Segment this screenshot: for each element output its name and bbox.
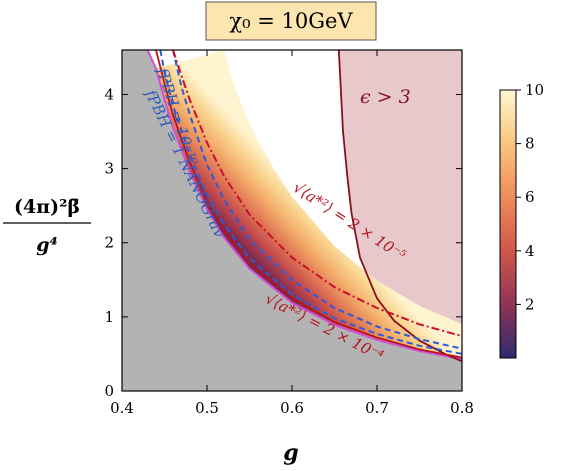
x-tick-label: 0.7 bbox=[365, 399, 389, 417]
x-tick-label: 0.5 bbox=[195, 399, 219, 417]
title-box bbox=[205, 1, 377, 41]
colored-band bbox=[156, 50, 462, 360]
epsilon-region bbox=[338, 50, 462, 362]
y-axis-label-numerator: (4π)²β̄ bbox=[14, 196, 80, 218]
plot-area bbox=[122, 50, 462, 391]
y-tick-label: 0 bbox=[104, 382, 114, 400]
colorbar-scale bbox=[499, 89, 517, 359]
x-tick-label: 0.6 bbox=[280, 399, 304, 417]
colorbar-ticks: 2 4 6 8 10 bbox=[516, 81, 544, 313]
colorbar: 2 4 6 8 10 bbox=[499, 81, 544, 359]
colorbar-tick-label: 6 bbox=[525, 188, 535, 206]
series-line-2 bbox=[172, 50, 462, 338]
colorbar-tick-label: 4 bbox=[525, 242, 535, 260]
series-line-0 bbox=[172, 50, 462, 350]
x-tick-label: 0.4 bbox=[110, 399, 134, 417]
colorbar-tick-label: 10 bbox=[525, 81, 544, 99]
x-tick-label: 0.8 bbox=[450, 399, 474, 417]
title-text: χ₀ = 10GeV bbox=[229, 9, 353, 33]
x-axis-ticks: 0.4 0.5 0.6 0.7 0.8 bbox=[110, 50, 474, 417]
series-layer bbox=[155, 50, 462, 359]
x-axis-label: g bbox=[283, 440, 298, 466]
series-line-1 bbox=[159, 50, 462, 355]
y-axis-ticks: 0 1 2 3 4 bbox=[104, 85, 462, 400]
chart-title: χ₀ = 10GeV bbox=[205, 1, 377, 41]
y-axis-label-denominator: g⁴ bbox=[36, 234, 58, 256]
excluded-region-edge bbox=[146, 50, 462, 361]
colorbar-tick-label: 8 bbox=[525, 135, 535, 153]
y-tick-label: 1 bbox=[104, 308, 114, 326]
series-line-3 bbox=[155, 50, 462, 359]
y-axis-label: (4π)²β̄ g⁴ bbox=[3, 196, 91, 256]
y-tick-label: 3 bbox=[104, 160, 114, 178]
colorbar-tick-label: 2 bbox=[525, 295, 535, 313]
y-tick-label: 4 bbox=[104, 85, 114, 103]
epsilon-label: ϵ > 3 bbox=[360, 86, 411, 108]
excluded-grey-region bbox=[122, 50, 462, 391]
y-tick-label: 2 bbox=[104, 234, 114, 252]
